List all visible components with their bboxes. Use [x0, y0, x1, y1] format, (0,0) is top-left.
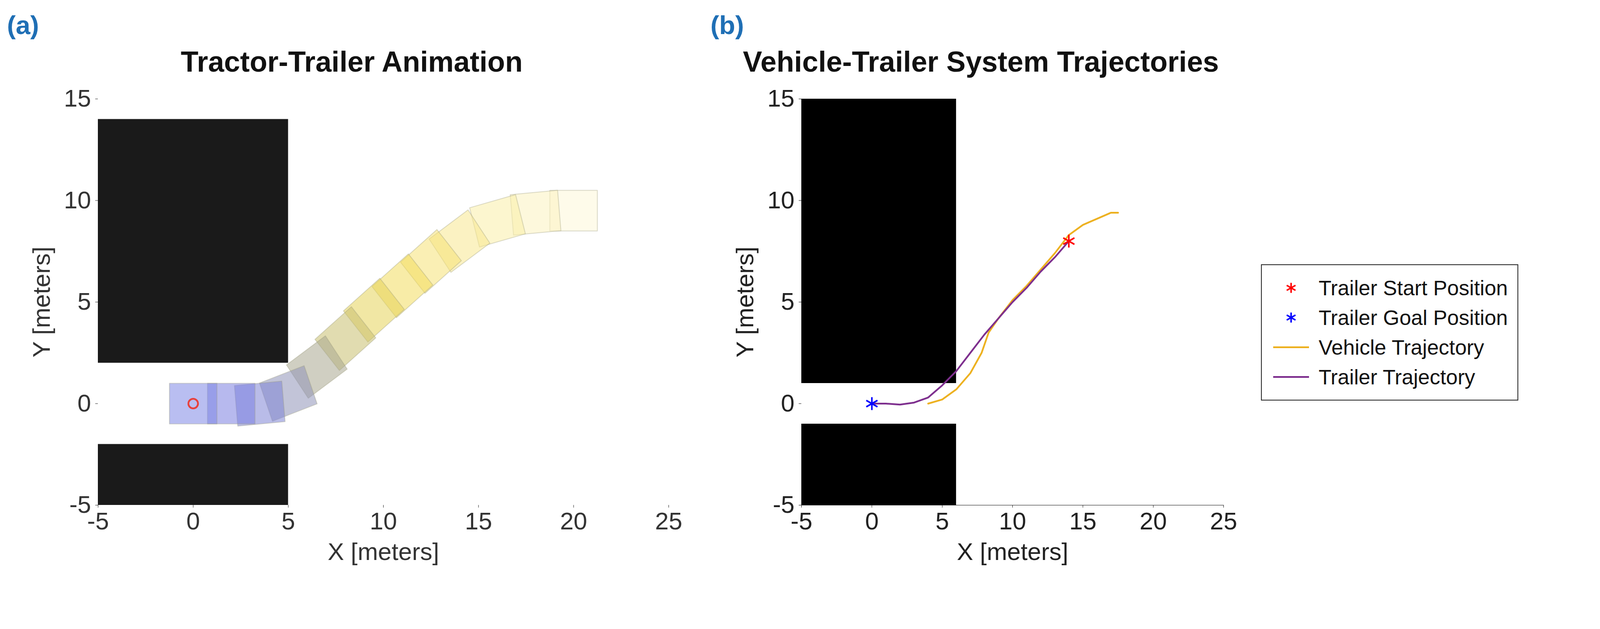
svg-text:10: 10	[369, 507, 397, 535]
svg-text:5: 5	[281, 507, 295, 535]
svg-text:15: 15	[1069, 507, 1097, 535]
svg-text:-5: -5	[772, 490, 795, 519]
html-text:Tractor-Trailer Animation: Tractor-Trailer Animation	[180, 45, 523, 78]
svg-text:-5: -5	[69, 490, 92, 519]
svg-text:10: 10	[767, 186, 795, 214]
svg-text:20: 20	[1139, 507, 1167, 535]
html-text:(b): (b)	[710, 10, 744, 40]
svg-text:15: 15	[63, 84, 91, 112]
svg-text:X [meters]: X [meters]	[956, 537, 1069, 566]
svg-text:-5: -5	[790, 507, 813, 535]
svg-text:Y [meters]: Y [meters]	[730, 246, 759, 358]
html-text:Trailer Trajectory: Trailer Trajectory	[1318, 365, 1476, 389]
html-text:Trailer Goal Position: Trailer Goal Position	[1318, 306, 1508, 330]
svg-text:0: 0	[865, 507, 879, 535]
svg-text:X [meters]: X [meters]	[327, 537, 440, 566]
html-text:(a): (a)	[6, 10, 40, 40]
svg-text:5: 5	[935, 507, 949, 535]
svg-text:25: 25	[1209, 507, 1237, 535]
svg-text:0: 0	[780, 389, 795, 417]
svg-text:15: 15	[767, 84, 795, 112]
svg-text:5: 5	[77, 287, 91, 316]
svg-text:15: 15	[464, 507, 492, 535]
svg-text:20: 20	[560, 507, 588, 535]
svg-text:0: 0	[77, 389, 91, 417]
svg-text:0: 0	[186, 507, 201, 535]
html-text:Trailer Start Position: Trailer Start Position	[1318, 276, 1508, 300]
svg-text:5: 5	[780, 287, 795, 316]
svg-text:-5: -5	[87, 507, 110, 535]
svg-text:Y [meters]: Y [meters]	[27, 246, 56, 358]
svg-text:25: 25	[654, 507, 683, 535]
html-text:Vehicle-Trailer System Traject: Vehicle-Trailer System Trajectories	[742, 45, 1219, 78]
svg-text:10: 10	[998, 507, 1026, 535]
html-text:Vehicle Trajectory: Vehicle Trajectory	[1318, 335, 1485, 359]
svg-text:10: 10	[63, 186, 91, 214]
